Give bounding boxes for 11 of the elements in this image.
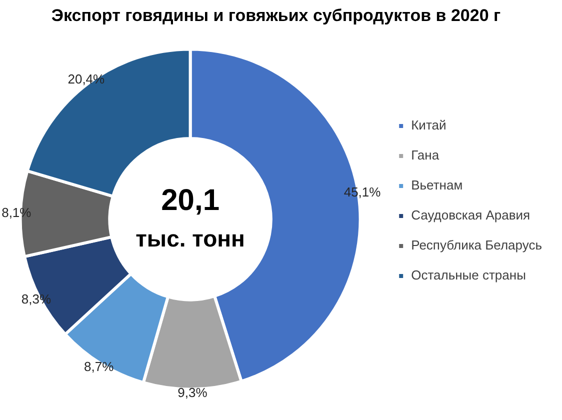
legend-label: Остальные страны <box>411 268 526 283</box>
text: тыс. тонн <box>136 226 245 252</box>
text: 20,1 <box>161 184 220 217</box>
data-label: 9,3% <box>178 384 208 400</box>
legend-label: Вьетнам <box>411 178 463 193</box>
data-label: 8,7% <box>84 358 114 374</box>
legend-label: Саудовская Аравия <box>411 208 530 223</box>
chart-title: Экспорт говядины и говяжьих субпродуктов в 2020 г <box>51 6 501 25</box>
legend-label: Китай <box>411 118 446 133</box>
legend-label: Гана <box>411 148 440 163</box>
legend-label: Республика Беларусь <box>411 238 542 253</box>
